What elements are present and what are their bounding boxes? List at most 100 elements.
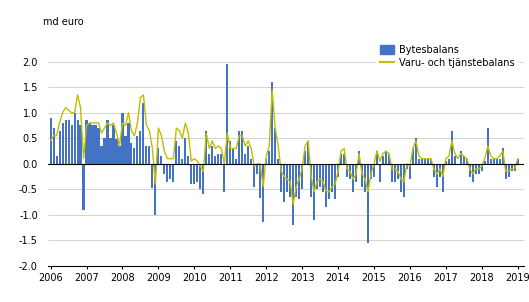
Bar — [481, 164, 483, 172]
Bar — [131, 143, 132, 164]
Bar — [466, 159, 468, 164]
Bar — [223, 164, 225, 192]
Bar — [484, 161, 486, 164]
Bar — [514, 164, 516, 172]
Bar — [349, 164, 351, 179]
Bar — [313, 164, 315, 220]
Bar — [388, 153, 390, 164]
Bar — [214, 156, 216, 164]
Bar — [115, 139, 117, 164]
Bar — [286, 164, 288, 192]
Bar — [106, 120, 108, 164]
Bar — [445, 161, 447, 164]
Bar — [52, 128, 54, 164]
Bar — [259, 164, 261, 198]
Bar — [421, 159, 423, 164]
Bar — [355, 164, 357, 182]
Bar — [340, 153, 342, 164]
Bar — [226, 64, 229, 164]
Bar — [77, 120, 79, 164]
Bar — [86, 120, 88, 164]
Bar — [397, 164, 399, 179]
Bar — [454, 156, 456, 164]
Bar — [337, 164, 339, 176]
Bar — [59, 130, 61, 164]
Bar — [232, 149, 234, 164]
Bar — [101, 146, 103, 164]
Bar — [400, 164, 402, 192]
Bar — [442, 164, 444, 192]
Bar — [367, 164, 369, 243]
Bar — [122, 113, 123, 164]
Bar — [184, 138, 186, 164]
Bar — [475, 164, 477, 174]
Bar — [238, 130, 240, 164]
Bar — [343, 153, 345, 164]
Bar — [113, 126, 115, 164]
Bar — [50, 118, 52, 164]
Bar — [319, 164, 321, 187]
Bar — [154, 164, 157, 215]
Bar — [178, 146, 180, 164]
Bar — [433, 164, 435, 176]
Bar — [211, 146, 213, 164]
Bar — [289, 164, 291, 197]
Bar — [199, 164, 202, 189]
Bar — [277, 159, 279, 164]
Bar — [250, 159, 252, 164]
Bar — [136, 136, 139, 164]
Bar — [74, 113, 76, 164]
Bar — [403, 164, 405, 197]
Bar — [265, 159, 267, 164]
Bar — [202, 164, 204, 194]
Bar — [193, 164, 195, 184]
Bar — [56, 156, 58, 164]
Bar — [418, 159, 420, 164]
Bar — [496, 159, 498, 164]
Bar — [205, 130, 207, 164]
Bar — [430, 159, 432, 164]
Bar — [364, 164, 366, 192]
Bar — [127, 123, 130, 164]
Bar — [424, 159, 426, 164]
Bar — [373, 164, 375, 176]
Bar — [88, 123, 90, 164]
Bar — [92, 126, 94, 164]
Bar — [406, 164, 408, 169]
Bar — [469, 164, 471, 176]
Bar — [472, 164, 474, 182]
Bar — [301, 164, 303, 189]
Bar — [145, 146, 148, 164]
Bar — [163, 164, 166, 174]
Bar — [316, 164, 318, 189]
Bar — [382, 156, 384, 164]
Bar — [331, 164, 333, 192]
Bar — [448, 159, 450, 164]
Bar — [412, 149, 414, 164]
Bar — [478, 164, 480, 174]
Legend: Bytesbalans, Varu- och tjänstebalans: Bytesbalans, Varu- och tjänstebalans — [376, 41, 519, 72]
Bar — [124, 136, 126, 164]
Bar — [160, 156, 162, 164]
Bar — [352, 164, 354, 192]
Bar — [492, 159, 495, 164]
Bar — [256, 164, 258, 174]
Bar — [310, 164, 312, 197]
Bar — [394, 164, 396, 182]
Bar — [262, 164, 264, 222]
Bar — [501, 149, 504, 164]
Bar — [61, 123, 63, 164]
Bar — [328, 164, 330, 199]
Bar — [235, 159, 238, 164]
Bar — [517, 159, 519, 164]
Bar — [253, 164, 256, 187]
Bar — [463, 156, 465, 164]
Bar — [451, 130, 453, 164]
Bar — [499, 159, 501, 164]
Bar — [97, 128, 99, 164]
Bar — [304, 151, 306, 164]
Bar — [70, 126, 72, 164]
Bar — [268, 151, 270, 164]
Bar — [505, 164, 507, 179]
Bar — [271, 82, 273, 164]
